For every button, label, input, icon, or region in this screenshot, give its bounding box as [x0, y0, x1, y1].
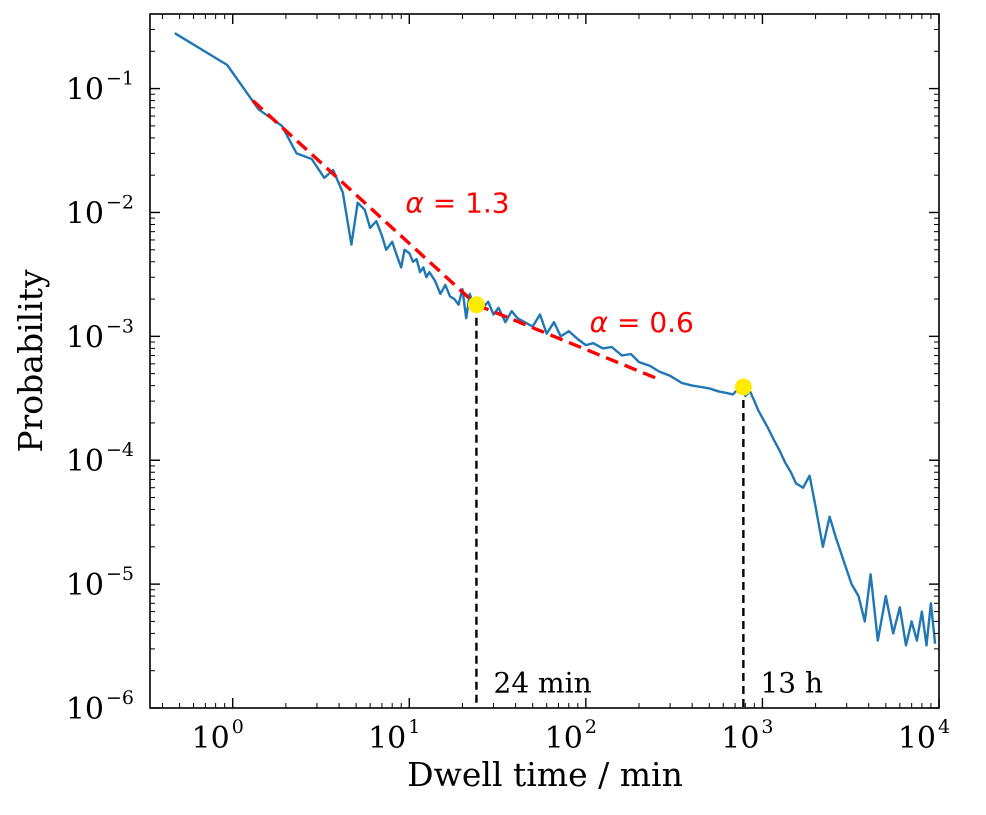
x-tick-exp: 0 [232, 716, 244, 738]
x-tick-exp: 3 [761, 716, 773, 738]
fit-label-symbol: α [590, 306, 609, 339]
y-tick-base: 10 [66, 73, 104, 108]
x-tick-base: 10 [192, 721, 230, 756]
x-tick-exp: 2 [585, 716, 597, 738]
y-tick-label-0: 10 −1 [66, 68, 134, 108]
x-tick-base: 10 [368, 721, 406, 756]
y-tick-exp: −5 [106, 563, 134, 585]
y-tick-base: 10 [66, 692, 104, 727]
x-tick-label-2: 10 2 [545, 716, 597, 756]
fit-label-value: = 1.3 [424, 187, 510, 220]
breakpoint-marker-0 [467, 296, 485, 314]
fit-line-0 [251, 99, 478, 306]
labels-layer: 10 0 10 1 10 2 10 3 10 410 −110 −210 −310 −410 −510 −6α… [66, 68, 950, 756]
x-tick-label-3: 10 3 [721, 716, 773, 756]
ticks-layer [150, 14, 940, 709]
y-tick-label-5: 10 −6 [66, 687, 134, 727]
x-tick-base: 10 [721, 721, 759, 756]
fit-label-1: α = 0.6 [590, 306, 694, 339]
fit-label-value: = 0.6 [608, 306, 694, 339]
data-layer [174, 32, 937, 708]
y-tick-base: 10 [66, 568, 104, 603]
y-tick-base: 10 [66, 196, 104, 231]
y-tick-label-2: 10 −3 [66, 315, 134, 355]
x-tick-exp: 1 [408, 716, 420, 738]
y-tick-exp: −4 [106, 439, 134, 461]
breakpoint-label-1: 13 h [760, 667, 823, 700]
x-tick-label-0: 10 0 [192, 716, 244, 756]
series-line-0 [174, 32, 937, 647]
x-tick-base: 10 [898, 721, 936, 756]
y-tick-base: 10 [66, 444, 104, 479]
y-tick-exp: −6 [106, 687, 134, 709]
fit-label-symbol: α [405, 187, 424, 220]
y-tick-exp: −1 [106, 68, 134, 90]
y-tick-base: 10 [66, 320, 104, 355]
breakpoint-marker-1 [734, 378, 752, 396]
y-tick-exp: −3 [106, 315, 134, 337]
fit-label-0: α = 1.3 [405, 187, 509, 220]
x-tick-label-4: 10 4 [898, 716, 950, 756]
y-axis-label: Probability [11, 269, 50, 453]
y-tick-label-4: 10 −5 [66, 563, 134, 603]
fit-line-1 [475, 303, 657, 380]
y-tick-label-1: 10 −2 [66, 191, 134, 231]
x-axis-label: Dwell time / min [407, 755, 683, 794]
y-tick-exp: −2 [106, 191, 134, 213]
y-tick-label-3: 10 −4 [66, 439, 134, 479]
plot-frame [149, 13, 940, 709]
x-tick-base: 10 [545, 721, 583, 756]
x-tick-exp: 4 [938, 716, 950, 738]
x-tick-label-1: 10 1 [368, 716, 420, 756]
breakpoint-label-0: 24 min [494, 667, 592, 700]
